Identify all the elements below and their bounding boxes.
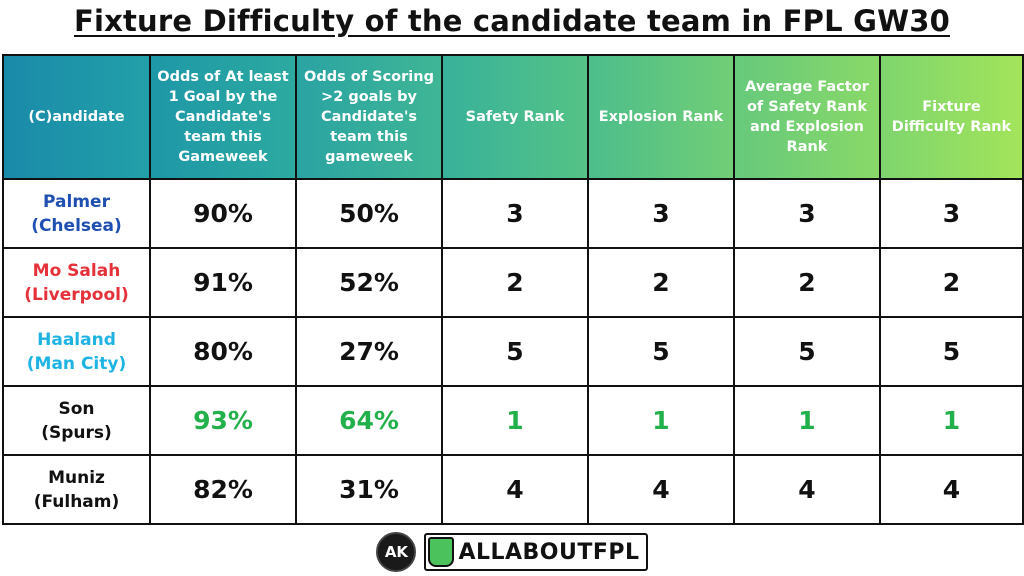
- table-row: Mo Salah (Liverpool) 91% 52% 2 2 2 2: [2, 247, 1024, 318]
- explosion-rank-cell: 4: [587, 454, 735, 525]
- average-factor-cell: 4: [733, 454, 881, 525]
- odds-over-2-goals-cell: 31%: [295, 454, 443, 525]
- average-factor-cell: 3: [733, 178, 881, 249]
- safety-rank-cell: 3: [441, 178, 589, 249]
- candidate-team-name: (Spurs): [41, 422, 112, 443]
- explosion-rank-cell: 5: [587, 316, 735, 387]
- candidate-team-name: (Man City): [26, 353, 127, 374]
- column-header-explosion-rank: Explosion Rank: [587, 54, 735, 180]
- candidate-cell: Mo Salah (Liverpool): [2, 247, 151, 318]
- column-header-odds-1-goal: Odds of At least 1 Goal by the Candidate…: [149, 54, 297, 180]
- candidate-team-name: (Fulham): [33, 491, 120, 512]
- average-factor-cell: 1: [733, 385, 881, 456]
- odds-over-2-goals-cell: 27%: [295, 316, 443, 387]
- explosion-rank-cell: 3: [587, 178, 735, 249]
- odds-over-2-goals-cell: 50%: [295, 178, 443, 249]
- odds-over-2-goals-cell: 64%: [295, 385, 443, 456]
- table-row: Haaland (Man City) 80% 27% 5 5 5 5: [2, 316, 1024, 387]
- candidate-cell: Muniz (Fulham): [2, 454, 151, 525]
- explosion-rank-cell: 1: [587, 385, 735, 456]
- candidate-player-name: Mo Salah: [32, 260, 121, 281]
- odds-1-goal-cell: 80%: [149, 316, 297, 387]
- safety-rank-cell: 1: [441, 385, 589, 456]
- chart-title: Fixture Difficulty of the candidate team…: [73, 4, 951, 38]
- safety-rank-cell: 4: [441, 454, 589, 525]
- column-header-safety-rank: Safety Rank: [441, 54, 589, 180]
- column-header-candidate: (C)andidate: [2, 54, 151, 180]
- candidate-player-name: Muniz: [48, 467, 105, 488]
- shield-logo-icon: [428, 537, 455, 567]
- candidate-team-name: (Liverpool): [24, 284, 129, 305]
- brand-name: ALLABOUTFPL: [458, 539, 640, 565]
- odds-1-goal-cell: 90%: [149, 178, 297, 249]
- header-row: (C)andidate Odds of At least 1 Goal by t…: [2, 54, 1024, 180]
- candidate-player-name: Palmer: [43, 191, 110, 212]
- column-header-fixture-difficulty-rank: Fixture Difficulty Rank: [879, 54, 1024, 180]
- fixture-difficulty-table: (C)andidate Odds of At least 1 Goal by t…: [2, 54, 1024, 525]
- column-header-odds-over-2-goals: Odds of Scoring >2 goals by Candidate's …: [295, 54, 443, 180]
- fixture-difficulty-rank-cell: 2: [879, 247, 1024, 318]
- explosion-rank-cell: 2: [587, 247, 735, 318]
- odds-1-goal-cell: 91%: [149, 247, 297, 318]
- odds-over-2-goals-cell: 52%: [295, 247, 443, 318]
- candidate-player-name: Son: [58, 398, 95, 419]
- table-body: Palmer (Chelsea) 90% 50% 3 3 3 3 Mo Salah (Liverp…: [2, 178, 1024, 525]
- fixture-difficulty-rank-cell: 1: [879, 385, 1024, 456]
- table-row: Palmer (Chelsea) 90% 50% 3 3 3 3: [2, 178, 1024, 249]
- odds-1-goal-cell: 93%: [149, 385, 297, 456]
- ak-logo-icon: AK: [376, 532, 417, 572]
- candidate-team-name: (Chelsea): [31, 215, 122, 236]
- candidate-player-name: Haaland: [37, 329, 116, 350]
- allaboutfpl-logo: ALLABOUTFPL: [424, 533, 648, 571]
- safety-rank-cell: 5: [441, 316, 589, 387]
- footer-logos: AK ALLABOUTFPL: [0, 532, 1024, 572]
- candidate-cell: Palmer (Chelsea): [2, 178, 151, 249]
- table-row: Son (Spurs) 93% 64% 1 1 1 1: [2, 385, 1024, 456]
- table-row: Muniz (Fulham) 82% 31% 4 4 4 4: [2, 454, 1024, 525]
- column-header-average-factor: Average Factor of Safety Rank and Explos…: [733, 54, 881, 180]
- fixture-difficulty-rank-cell: 5: [879, 316, 1024, 387]
- fixture-difficulty-rank-cell: 3: [879, 178, 1024, 249]
- fixture-difficulty-rank-cell: 4: [879, 454, 1024, 525]
- odds-1-goal-cell: 82%: [149, 454, 297, 525]
- candidate-cell: Son (Spurs): [2, 385, 151, 456]
- average-factor-cell: 5: [733, 316, 881, 387]
- candidate-cell: Haaland (Man City): [2, 316, 151, 387]
- average-factor-cell: 2: [733, 247, 881, 318]
- safety-rank-cell: 2: [441, 247, 589, 318]
